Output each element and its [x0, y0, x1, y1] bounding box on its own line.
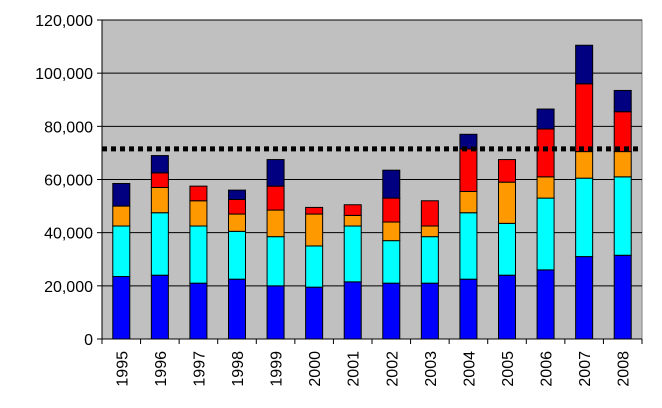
bar-segment-2004-3 — [459, 190, 478, 214]
bar-segment-1998-4 — [228, 198, 246, 215]
x-tick-label-2005: 2005 — [500, 351, 517, 387]
bar-segment-2007-4 — [575, 83, 594, 153]
bar-segment-2004-2 — [459, 212, 478, 280]
bar-segment-2002-2 — [382, 240, 401, 284]
x-tick-label-2003: 2003 — [423, 351, 440, 387]
x-tick-label-2006: 2006 — [539, 351, 556, 387]
bar-segment-2001-4 — [343, 204, 362, 216]
x-tick-label-1998: 1998 — [230, 351, 247, 387]
bar-segment-1996-3 — [150, 186, 169, 214]
x-tick-label-1996: 1996 — [153, 351, 170, 387]
y-tick-label: 40,000 — [44, 226, 93, 243]
bar-segment-2001-3 — [343, 214, 362, 227]
x-axis-ticks: 1995 1996 1997 1998 1999 2000 2001 2002 2003 2004… — [101, 339, 643, 387]
bar-segment-2006-1 — [536, 269, 555, 340]
bar-segment-2008-1 — [613, 254, 632, 340]
bar-segment-1997-4 — [189, 185, 208, 202]
bar-segment-2006-5 — [536, 108, 555, 130]
x-tick-label-2000: 2000 — [307, 351, 324, 387]
bar-segment-2006-2 — [536, 197, 555, 271]
bar-segment-2002-5 — [382, 169, 401, 199]
bar-segment-1999-2 — [266, 236, 285, 287]
bar-segment-2007-3 — [575, 151, 594, 179]
y-tick-label: 80,000 — [44, 119, 93, 136]
bar-segment-2001-2 — [343, 225, 362, 283]
bar-segment-1998-1 — [228, 278, 246, 340]
bar-segment-1996-4 — [150, 172, 169, 188]
bar-segment-2008-5 — [613, 89, 632, 113]
bar-segment-1999-5 — [266, 159, 285, 187]
bar-segment-1997-1 — [189, 282, 208, 340]
y-tick-label: 60,000 — [44, 173, 93, 190]
bar-segment-1998-3 — [228, 213, 246, 232]
bar-segment-2005-3 — [498, 181, 516, 224]
bar-segment-2002-3 — [382, 221, 401, 242]
bar-segment-2004-1 — [459, 278, 478, 340]
x-tick-label-2008: 2008 — [616, 351, 633, 387]
y-tick-label: 100,000 — [35, 66, 93, 83]
bar-segment-1995-1 — [112, 276, 131, 340]
bar-segment-1999-1 — [266, 285, 285, 340]
bar-segment-2003-2 — [420, 236, 439, 284]
x-tick-label-2004: 2004 — [461, 351, 478, 387]
bar-segment-2004-5 — [459, 133, 478, 150]
bar-segment-2004-4 — [459, 148, 478, 192]
y-axis-ticks: 0 20,000 40,000 60,000 80,000 100,000 120,000 — [35, 13, 102, 349]
bar-segment-1996-2 — [150, 212, 169, 276]
bar-segment-2000-4 — [305, 206, 324, 215]
y-tick-label: 0 — [84, 332, 93, 349]
bar-segment-1995-3 — [112, 205, 131, 227]
bar-segment-1999-3 — [266, 209, 285, 238]
bar-segment-2006-3 — [536, 176, 555, 199]
bar-segment-2000-3 — [305, 213, 324, 247]
bar-segment-2008-3 — [613, 151, 632, 178]
bars — [112, 44, 632, 340]
x-tick-label-2007: 2007 — [577, 351, 594, 387]
bar-segment-1996-1 — [150, 274, 169, 340]
x-tick-label-1999: 1999 — [269, 351, 286, 387]
x-tick-label-1995: 1995 — [114, 351, 131, 387]
bar-segment-1997-2 — [189, 225, 208, 284]
x-tick-label-2002: 2002 — [384, 351, 401, 387]
bar-segment-2008-2 — [613, 176, 632, 256]
bar-segment-2005-2 — [498, 222, 516, 276]
bar-segment-2008-4 — [613, 111, 632, 153]
bar-segment-2005-4 — [498, 159, 516, 183]
bar-segment-2000-2 — [305, 245, 324, 288]
bar-segment-2000-1 — [305, 286, 324, 340]
bar-segment-1996-5 — [150, 155, 169, 174]
bar-segment-2006-4 — [536, 128, 555, 178]
bar-segment-2002-4 — [382, 197, 401, 223]
bar-segment-2007-2 — [575, 177, 594, 258]
bar-segment-2007-5 — [575, 44, 594, 85]
x-tick-label-1997: 1997 — [191, 351, 208, 387]
bar-segment-2005-1 — [498, 274, 516, 340]
bar-segment-2003-4 — [420, 200, 439, 227]
bar-segment-1995-2 — [112, 225, 131, 278]
y-tick-label: 120,000 — [35, 13, 93, 30]
bar-segment-1998-5 — [228, 189, 246, 200]
x-tick-label-2001: 2001 — [346, 351, 363, 387]
bar-segment-2003-3 — [420, 225, 439, 238]
bar-segment-1995-5 — [112, 182, 131, 207]
y-tick-label: 20,000 — [44, 279, 93, 296]
bar-segment-2003-1 — [420, 282, 439, 340]
bar-segment-1998-2 — [228, 230, 246, 280]
bar-segment-1999-4 — [266, 185, 285, 211]
bar-segment-2002-1 — [382, 282, 401, 340]
bar-segment-2001-1 — [343, 281, 362, 340]
bar-segment-2007-1 — [575, 256, 594, 340]
bar-segment-1997-3 — [189, 200, 208, 227]
